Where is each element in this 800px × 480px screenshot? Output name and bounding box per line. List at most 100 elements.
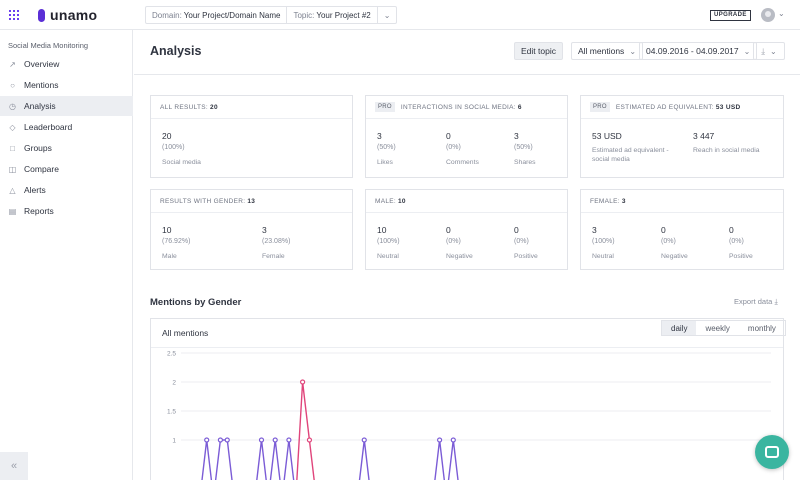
metric-value: 3 bbox=[514, 131, 519, 141]
sidebar-item-reports[interactable]: ▤ Reports bbox=[0, 201, 133, 221]
avatar[interactable] bbox=[761, 8, 775, 22]
main-content: Analysis Edit topic All mentions ⌄ 04.09… bbox=[134, 31, 800, 480]
data-point[interactable] bbox=[450, 437, 456, 443]
data-point[interactable] bbox=[272, 437, 278, 443]
metric-value: 10 bbox=[162, 225, 172, 235]
tab-monthly[interactable]: monthly bbox=[747, 323, 776, 333]
pro-badge: PRO bbox=[375, 102, 395, 112]
chart-header-divider bbox=[151, 347, 783, 348]
data-point[interactable] bbox=[300, 379, 306, 385]
sidebar-section-title: Social Media Monitoring bbox=[8, 41, 89, 50]
metric-percent: (76.92%) bbox=[162, 238, 191, 245]
y-tick-label: 2.5 bbox=[167, 351, 176, 358]
date-range-value: 04.09.2016 - 04.09.2017 bbox=[646, 46, 739, 56]
metric-value: 3 bbox=[262, 225, 267, 235]
sidebar-item-mentions[interactable]: ○ Mentions bbox=[0, 75, 133, 95]
domain-key: Domain: bbox=[152, 10, 182, 20]
folder-icon: □ bbox=[10, 143, 15, 153]
metric-value: 0 bbox=[446, 225, 451, 235]
chevron-down-icon: ⌄ bbox=[629, 46, 637, 56]
trend-icon: ↗ bbox=[9, 59, 16, 69]
metric-negative: 0 (0%) Negative bbox=[446, 225, 473, 261]
metric-percent: (0%) bbox=[446, 144, 461, 151]
bell-icon: △ bbox=[9, 185, 16, 195]
y-tick-label: 1.5 bbox=[167, 409, 176, 416]
metric-positive: 0 (0%) Positive bbox=[514, 225, 538, 261]
tab-daily[interactable]: daily bbox=[662, 321, 697, 335]
apps-grid-icon[interactable] bbox=[9, 10, 19, 20]
sidebar: Social Media Monitoring ↗ Overview ○ Men… bbox=[0, 30, 133, 480]
metric-label: Neutral bbox=[377, 253, 399, 260]
download-icon: ⤓ bbox=[774, 297, 778, 306]
metric-label: Positive bbox=[729, 253, 753, 260]
upgrade-button[interactable]: UPGRADE bbox=[710, 10, 751, 21]
metric-percent: (100%) bbox=[162, 144, 185, 151]
card-header: PRO Estimated ad equivalent: 53 USD bbox=[581, 96, 783, 119]
all-results-card: All results: 20 20 (100%) Social media bbox=[150, 95, 353, 178]
metric-social-media: 20 (100%) Social media bbox=[162, 131, 201, 167]
metric-percent: (0%) bbox=[729, 238, 744, 245]
data-point[interactable] bbox=[306, 437, 313, 443]
metric-value: 0 bbox=[446, 131, 451, 141]
edit-topic-button[interactable]: Edit topic bbox=[514, 42, 563, 60]
card-header: All results: 20 bbox=[151, 96, 352, 119]
export-data-link[interactable]: Export data ⤓ bbox=[734, 297, 778, 307]
metric-value: 0 bbox=[661, 225, 666, 235]
metric-label: Reach in social media bbox=[693, 147, 760, 154]
export-label: Export data bbox=[734, 297, 773, 306]
female-sentiment-card: Female: 3 3 (100%) Neutral 0 (0%) Negativ… bbox=[580, 189, 784, 270]
data-point[interactable] bbox=[258, 437, 265, 443]
collapse-sidebar-button[interactable]: « bbox=[0, 452, 28, 480]
sidebar-item-label: Alerts bbox=[24, 185, 46, 195]
download-dropdown-button[interactable]: ⤓ ⌄ bbox=[753, 42, 785, 60]
chevron-down-icon[interactable]: ⌄ bbox=[778, 9, 785, 18]
metric-label: Neutral bbox=[592, 253, 614, 260]
metric-percent: (0%) bbox=[514, 238, 529, 245]
sidebar-item-alerts[interactable]: △ Alerts bbox=[0, 180, 133, 200]
sidebar-item-compare[interactable]: ◫ Compare bbox=[0, 159, 133, 179]
double-chevron-left-icon: « bbox=[10, 460, 18, 472]
metric-label: Estimated ad equivalent - social media bbox=[592, 147, 669, 163]
topic-key: Topic: bbox=[293, 10, 315, 20]
mentions-filter-dropdown[interactable]: All mentions ⌄ bbox=[571, 42, 644, 60]
clock-icon: ◷ bbox=[9, 101, 16, 111]
metric-percent: (50%) bbox=[377, 144, 396, 151]
metric-comments: 0 (0%) Comments bbox=[446, 131, 479, 167]
data-point[interactable] bbox=[361, 437, 367, 443]
chevron-down-icon: ⌄ bbox=[383, 10, 391, 20]
header-divider bbox=[134, 74, 800, 75]
domain-selector[interactable]: Domain: Your Project/Domain Name bbox=[146, 7, 286, 23]
card-title: All results: bbox=[160, 103, 209, 111]
metric-value: 3 447 bbox=[693, 131, 715, 141]
sidebar-item-analysis[interactable]: ◷ Analysis bbox=[0, 96, 133, 116]
brand-name: unamo bbox=[50, 7, 98, 23]
data-point[interactable] bbox=[217, 437, 224, 443]
sidebar-item-overview[interactable]: ↗ Overview bbox=[0, 54, 133, 74]
metric-label: Male bbox=[162, 253, 177, 260]
topic-dropdown-button[interactable]: ⌄ bbox=[376, 7, 397, 23]
data-point[interactable] bbox=[286, 437, 292, 443]
data-point[interactable] bbox=[204, 437, 210, 443]
card-title: Results with gender: bbox=[160, 197, 246, 205]
card-header: Male: 10 bbox=[366, 190, 567, 213]
male-sentiment-card: Male: 10 10 (100%) Neutral 0 (0%) Negativ… bbox=[365, 189, 568, 270]
chat-support-button[interactable] bbox=[755, 435, 789, 469]
sidebar-item-groups[interactable]: □ Groups bbox=[0, 138, 133, 158]
metric-label: Female bbox=[262, 253, 285, 260]
card-total: 53 USD bbox=[715, 103, 741, 111]
domain-value: Your Project/Domain Name bbox=[183, 10, 281, 20]
tab-weekly[interactable]: weekly bbox=[705, 323, 730, 333]
data-point[interactable] bbox=[224, 437, 230, 443]
report-icon: ▤ bbox=[8, 206, 17, 216]
download-icon: ⤓ bbox=[761, 45, 766, 56]
sidebar-item-leaderboard[interactable]: ◇ Leaderboard bbox=[0, 117, 133, 137]
data-point[interactable] bbox=[437, 437, 443, 443]
chevron-down-icon: ⌄ bbox=[743, 46, 751, 56]
date-range-picker[interactable]: 04.09.2016 - 04.09.2017 ⌄ bbox=[639, 42, 758, 60]
range-tabs: daily weekly monthly bbox=[661, 320, 786, 336]
topic-selector[interactable]: Topic: Your Project #2 bbox=[286, 7, 376, 23]
sidebar-item-label: Mentions bbox=[24, 80, 59, 90]
card-title: Interactions in social media: bbox=[400, 103, 516, 111]
sidebar-item-label: Overview bbox=[24, 59, 60, 69]
brand-logo[interactable]: unamo bbox=[38, 7, 97, 23]
